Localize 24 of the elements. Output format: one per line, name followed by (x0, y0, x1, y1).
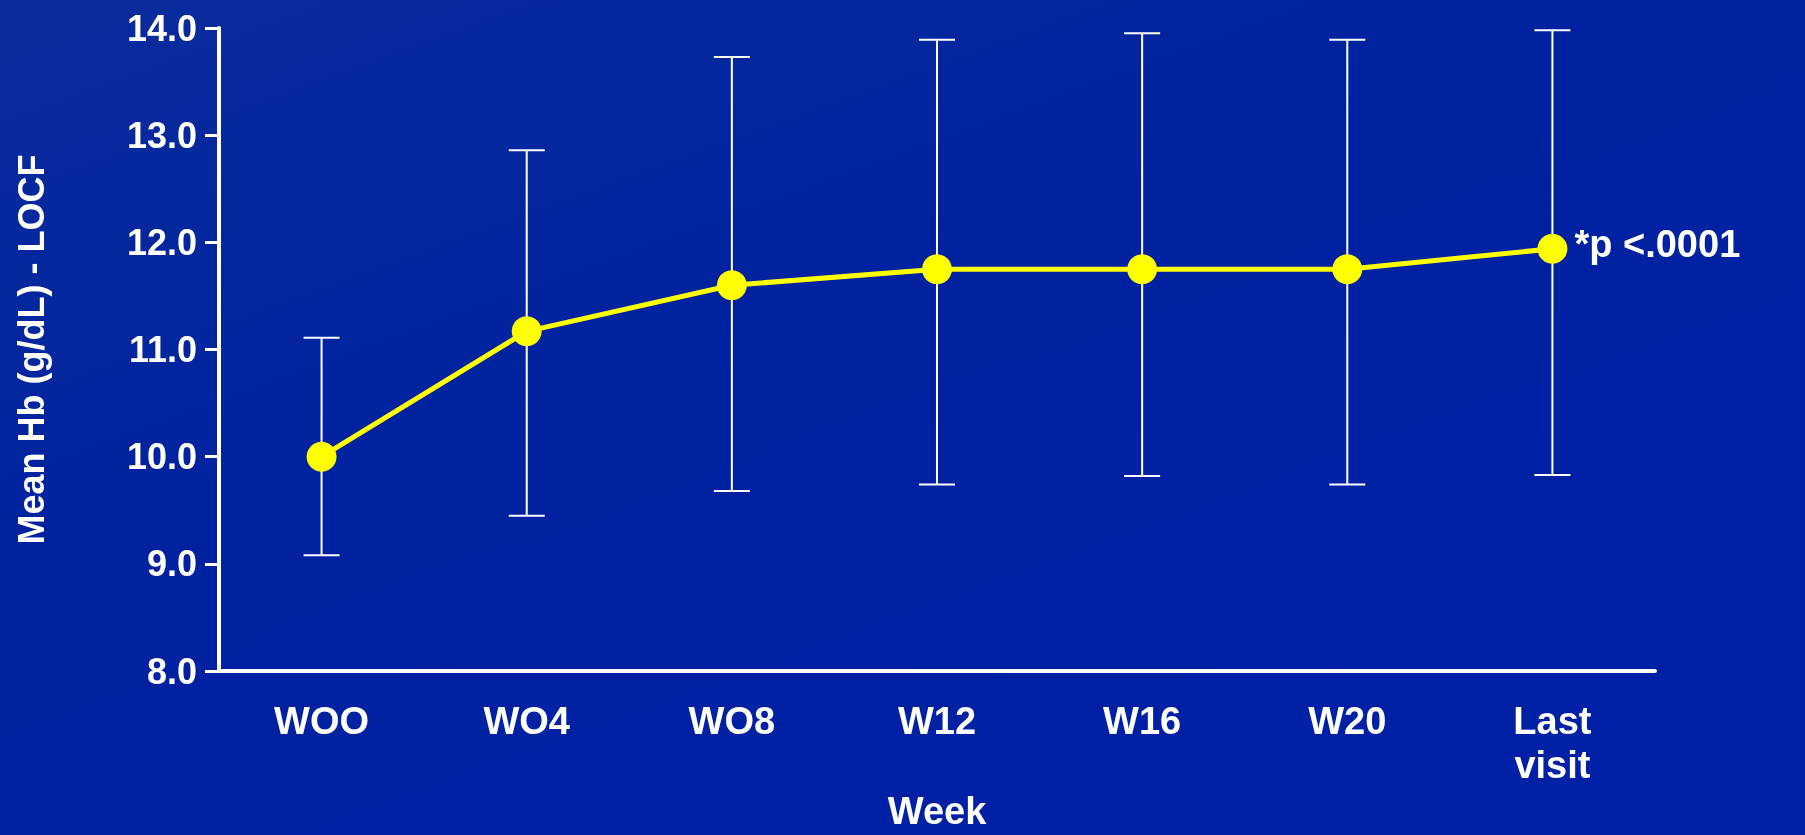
annotation: *p <.0001 (1574, 222, 1741, 265)
point (922, 254, 952, 285)
y-tick-label: 9.0 (146, 543, 197, 585)
point (1127, 254, 1158, 285)
x-axis-title: Week (887, 790, 988, 832)
y-tick-label: 10.0 (126, 436, 197, 478)
x-tick-label: WO4 (483, 700, 570, 743)
x-tick-label: W20 (1308, 700, 1387, 743)
x-tick-label: W16 (1103, 700, 1182, 743)
x-tick-label: Last visit (1513, 700, 1592, 787)
y-tick-label: 13.0 (126, 114, 197, 156)
point (306, 441, 337, 472)
point (1332, 254, 1363, 285)
y-tick-label: 12.0 (126, 221, 197, 263)
x-tick-label: WO8 (688, 700, 776, 743)
point (716, 270, 747, 301)
y-tick-label: 14.0 (126, 7, 197, 49)
y-axis-title: Mean Hb (g/dL) - LOCF (10, 154, 52, 545)
point (1537, 233, 1568, 264)
x-tick-label: WOO (274, 700, 370, 743)
y-tick-label: 11.0 (128, 329, 197, 371)
point (511, 316, 542, 347)
x-tick-label: W12 (897, 700, 977, 743)
y-tick-label: 8.0 (146, 650, 197, 692)
